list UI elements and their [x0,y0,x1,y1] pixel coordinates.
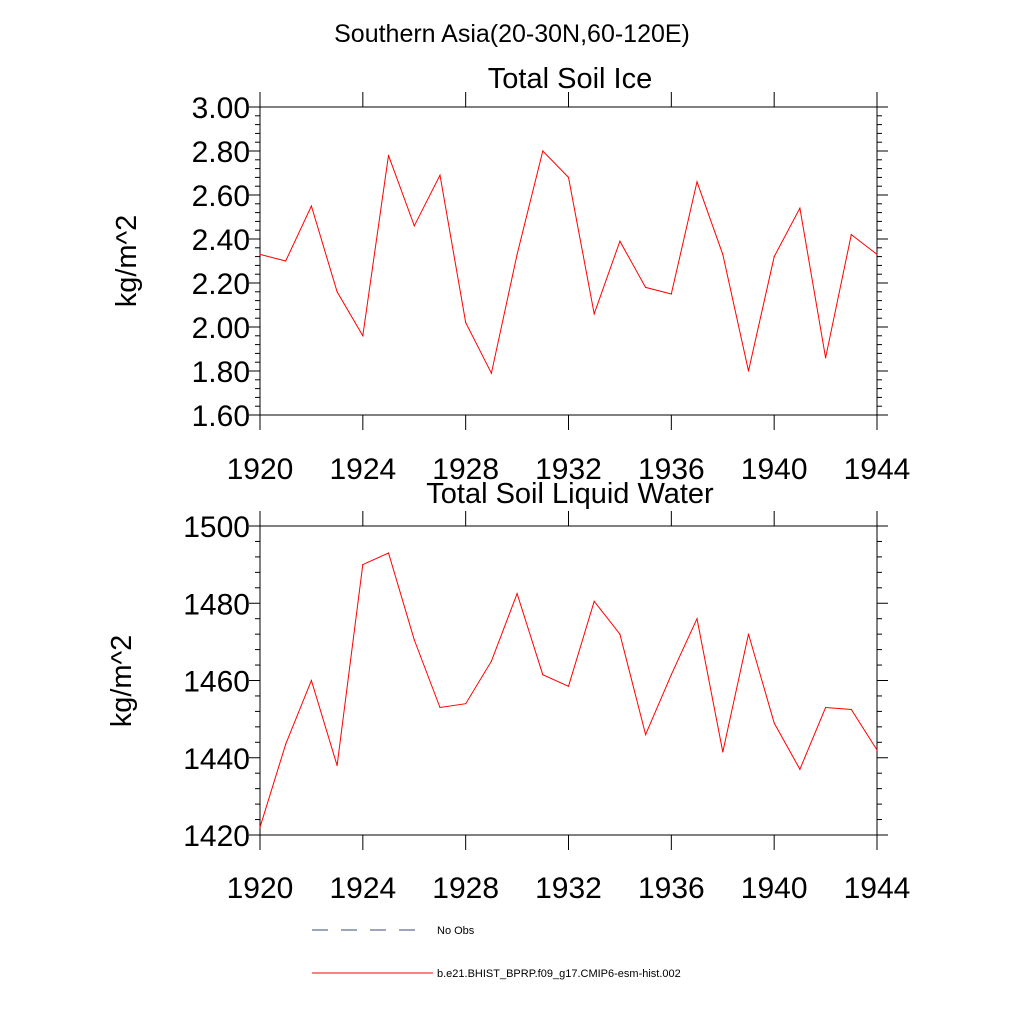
soil-liquid-water-data-point [259,826,261,828]
soil-ice-series-line [259,150,878,375]
soil-ice-data-point [285,260,287,262]
soil-ice-data-point [670,293,672,295]
soil-liquid-water-data-point [465,703,467,705]
soil-liquid-water-ytick-label: 1460 [183,666,250,699]
soil-ice-data-point [593,313,595,315]
soil-ice-data-point [336,291,338,293]
soil-ice-ytick-label: 3.00 [192,92,250,125]
soil-liquid-water-data-point [645,733,647,736]
soil-liquid-water-ylabel: kg/m^2 [106,635,138,728]
soil-ice-ytick-label: 2.80 [192,136,250,169]
soil-ice-data-point [362,335,364,337]
soil-liquid-water-xtick-label: 1928 [432,872,499,905]
soil-liquid-water-data-point [850,708,852,711]
soil-ice-data-point [773,256,775,258]
soil-ice-data-point [645,286,647,288]
soil-liquid-water-data-point [542,674,544,676]
soil-liquid-water-data-point [567,685,570,687]
soil-liquid-water-data-point [310,679,313,682]
soil-liquid-water-data-point [799,768,801,770]
soil-liquid-water-plot-frame [259,525,878,836]
soil-ice-data-point [850,234,852,236]
soil-ice-ytick-label: 1.80 [192,356,250,389]
soil-ice-ytick-label: 2.40 [192,224,250,257]
soil-ice-data-point [696,181,698,183]
soil-liquid-water-data-point [285,743,287,745]
soil-liquid-water-data-point [747,633,750,635]
soil-liquid-water-title: Total Soil Liquid Water [426,478,714,510]
soil-ice-plot-frame [259,106,878,416]
soil-liquid-water-data-point [413,639,415,641]
soil-liquid-water-xtick-label: 1940 [741,872,808,905]
soil-liquid-water-xtick-label: 1924 [329,872,396,905]
soil-ice-ytick-label: 2.60 [192,180,250,213]
soil-ice-data-point [387,154,390,156]
soil-ice-xtick-label: 1936 [638,453,705,486]
soil-liquid-water-panel: Total Soil Liquid Water kg/m^2 1420 1440 1… [106,478,910,905]
soil-liquid-water-ytick-label: 1480 [183,588,250,621]
soil-ice-data-point [567,176,570,178]
soil-ice-xtick-label: 1924 [329,453,396,486]
soil-ice-title: Total Soil Ice [488,63,652,95]
soil-liquid-water-data-point [722,751,724,753]
soil-ice-data-point [413,225,415,227]
soil-liquid-water-xtick-label: 1944 [844,872,911,905]
soil-ice-ytick-label: 2.00 [192,312,250,345]
soil-liquid-water-xtick-label: 1920 [227,872,294,905]
soil-liquid-water-ytick-label: 1500 [183,511,250,544]
soil-liquid-water-data-point [336,764,338,767]
soil-ice-data-point [876,253,878,255]
soil-liquid-water-data-point [439,706,441,709]
soil-ice-data-point [747,370,750,372]
soil-ice-data-point [722,253,724,255]
soil-ice-xtick-label: 1940 [741,453,808,486]
soil-liquid-water-data-point [824,706,827,709]
soil-ice-data-point [439,174,441,176]
soil-liquid-water-data-point [362,564,364,566]
soil-liquid-water-data-point [490,660,492,662]
soil-liquid-water-data-point [696,618,698,620]
soil-ice-data-point [465,322,467,324]
soil-ice-xtick-label: 1932 [535,453,602,486]
soil-liquid-water-series-line [259,552,878,828]
soil-liquid-water-data-point [876,749,878,751]
legend: No Obs b.e21.BHIST_BPRP.f09_g17.CMIP6-es… [312,925,681,980]
soil-ice-data-point [490,372,492,374]
soil-ice-panel: Total Soil Ice kg/m^2 1.60 1.80 2.00 2.20 2.… [111,63,910,486]
soil-ice-ylabel: kg/m^2 [111,215,143,308]
soil-liquid-water-data-point [593,600,595,602]
soil-ice-data-point [542,150,544,152]
legend-model-label: b.e21.BHIST_BPRP.f09_g17.CMIP6-esm-hist.… [437,968,681,980]
soil-ice-xtick-label: 1944 [844,453,911,486]
legend-no-obs-label: No Obs [437,925,475,937]
soil-ice-data-point [516,253,518,255]
soil-liquid-water-data-point [670,674,672,676]
soil-liquid-water-xtick-label: 1932 [535,872,602,905]
soil-ice-ytick-label: 1.60 [192,400,250,433]
soil-liquid-water-ytick-label: 1420 [183,820,250,853]
soil-ice-data-point [259,253,261,255]
soil-ice-data-point [824,357,827,359]
soil-liquid-water-ytick-label: 1440 [183,743,250,776]
soil-ice-xtick-label: 1928 [432,453,499,486]
soil-ice-data-point [619,240,621,242]
soil-ice-ytick-label: 2.20 [192,268,250,301]
soil-ice-data-point [310,205,313,207]
soil-ice-xtick-label: 1920 [227,453,294,486]
soil-liquid-water-data-point [387,552,390,554]
soil-liquid-water-data-point [619,633,621,635]
soil-ice-data-point [799,207,801,209]
soil-liquid-water-data-point [773,722,775,724]
soil-liquid-water-xtick-label: 1936 [638,872,705,905]
soil-liquid-water-data-point [516,592,518,595]
figure-suptitle: Southern Asia(20-30N,60-120E) [334,20,690,48]
